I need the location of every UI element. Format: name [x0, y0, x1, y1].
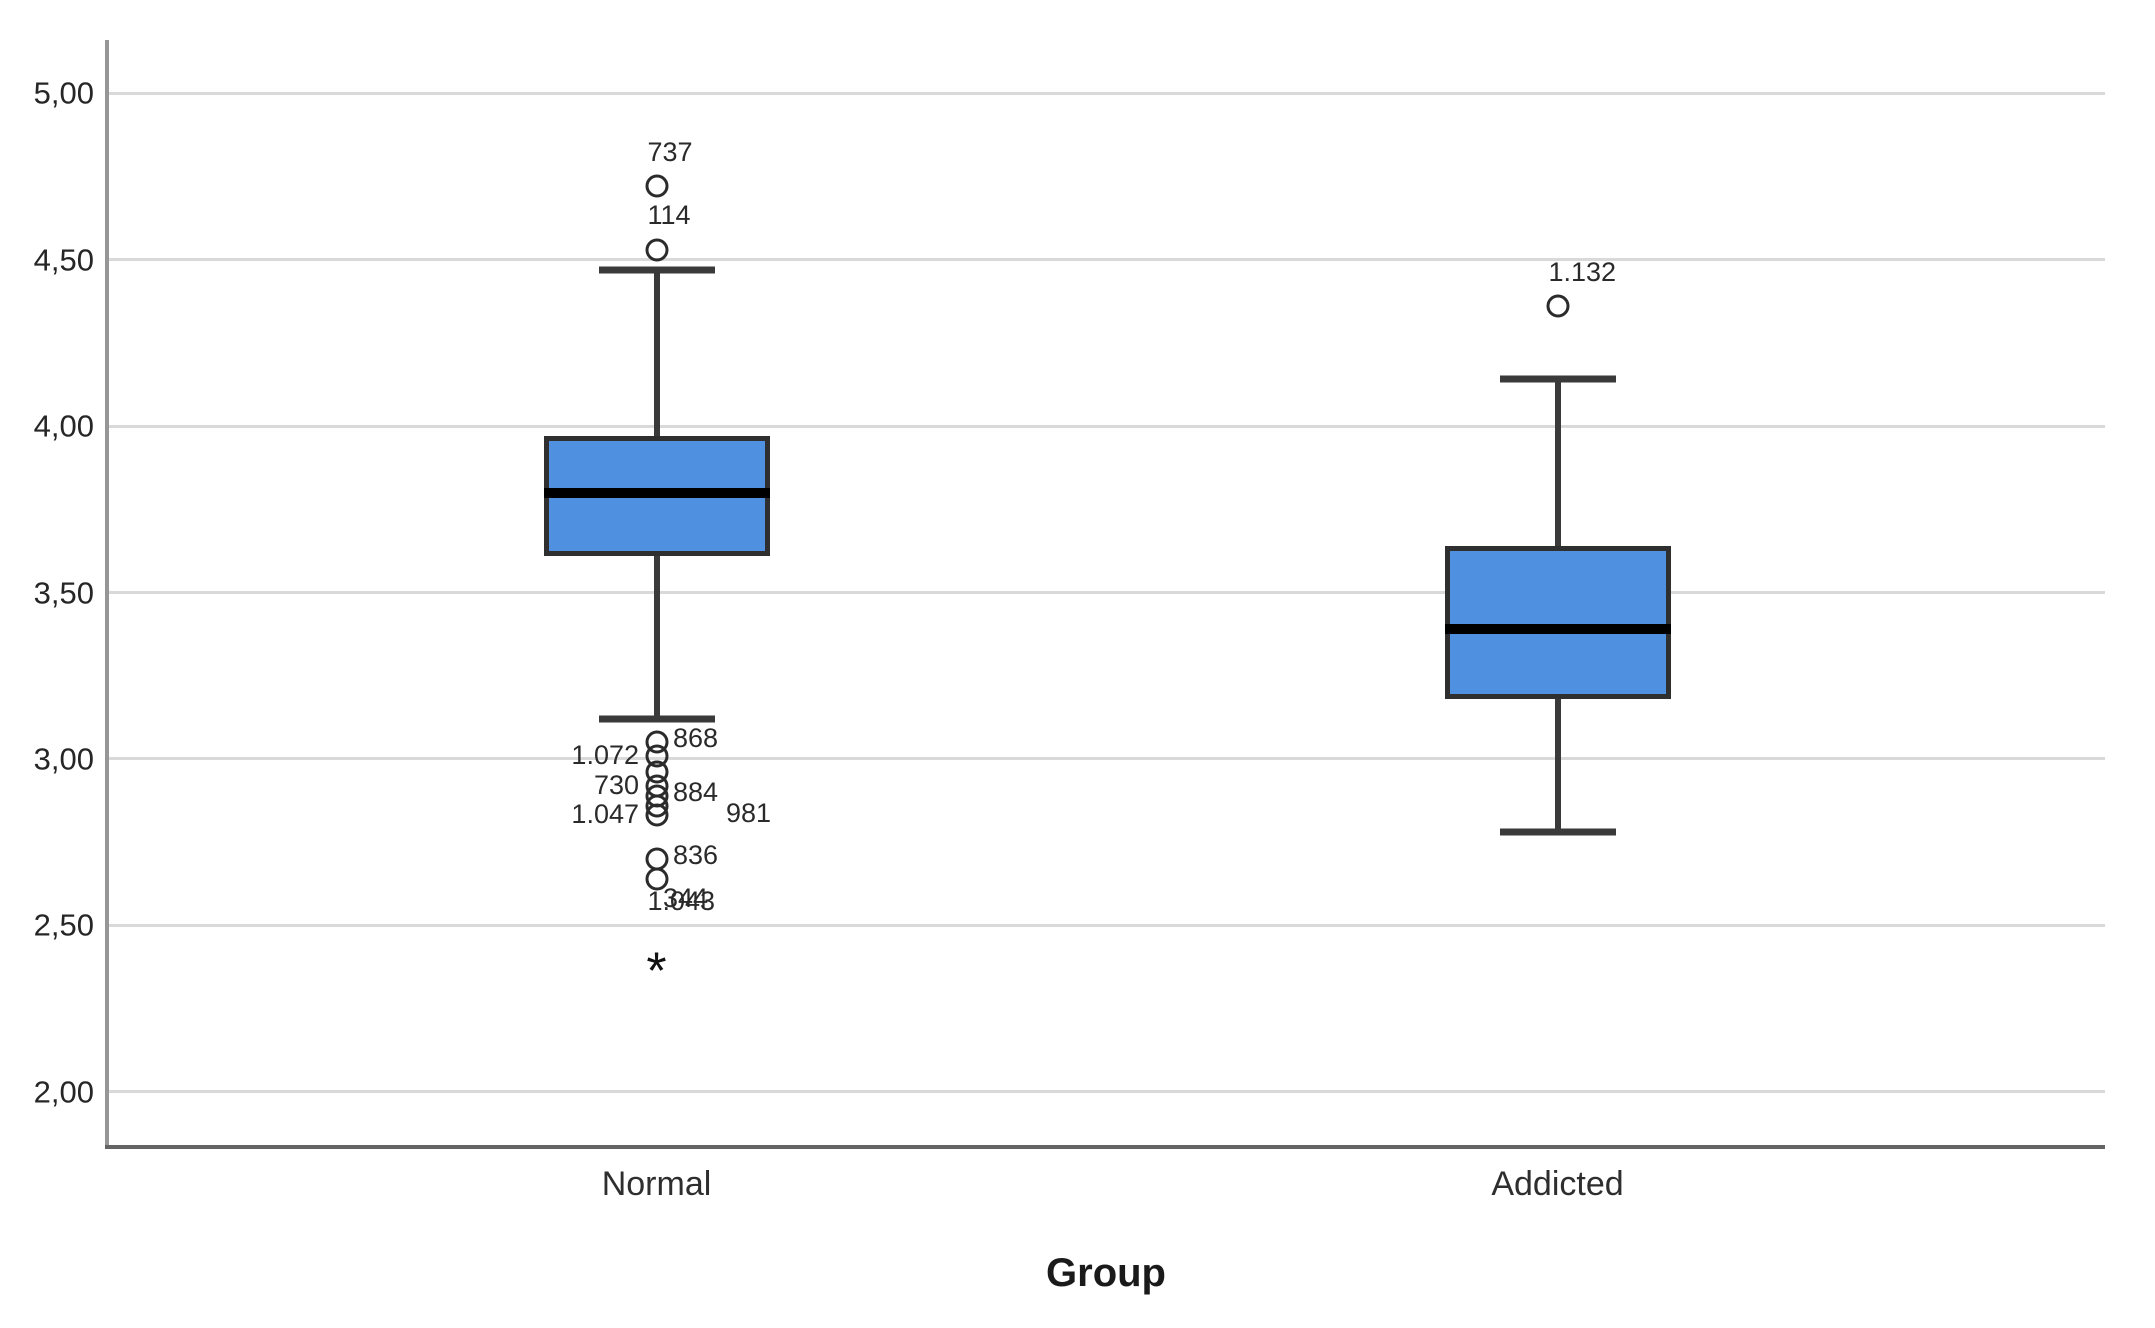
whisker-cap-upper-normal: [598, 266, 715, 274]
y-tick-label: 2,50: [33, 907, 94, 943]
whisker-upper-addicted: [1554, 379, 1561, 546]
whisker-lower-addicted: [1554, 699, 1561, 833]
whisker-cap-upper-addicted: [1499, 375, 1616, 383]
y-tick-label: 5,00: [33, 75, 94, 111]
gridline: [107, 591, 2105, 594]
x-axis-line: [105, 1145, 2105, 1149]
extreme-outlier-point: *: [646, 942, 667, 1001]
outlier-label: 1.047: [571, 799, 639, 830]
y-tick-label: 3,00: [33, 741, 94, 777]
y-tick-label: 2,00: [33, 1074, 94, 1110]
gridline: [107, 923, 2105, 927]
x-tick-label-addicted: Addicted: [1491, 1165, 1624, 1203]
x-tick-label-normal: Normal: [601, 1165, 712, 1203]
y-tick-label: 4,50: [33, 242, 94, 278]
outlier-point: [645, 867, 668, 891]
y-tick-label: 4,00: [33, 408, 94, 444]
outlier-point: [1546, 294, 1569, 318]
outlier-label: 730: [593, 769, 639, 800]
outlier-label: 868: [673, 723, 719, 754]
whisker-cap-lower-addicted: [1499, 828, 1616, 836]
x-axis-title: Group: [1046, 1251, 1166, 1295]
outlier-point: [645, 238, 668, 262]
outlier-label: 1.043: [647, 886, 716, 917]
outlier-label: 1.072: [571, 739, 639, 770]
median-line-normal: [543, 487, 770, 498]
outlier-label: 737: [647, 136, 693, 167]
gridline: [107, 258, 2105, 262]
box-addicted: [1444, 545, 1671, 699]
gridline: [107, 424, 2105, 428]
gridline: [107, 1090, 2105, 1094]
outlier-label: 981: [726, 797, 772, 828]
whisker-lower-normal: [653, 555, 660, 719]
whisker-cap-lower-normal: [598, 715, 715, 723]
outlier-point: [645, 174, 668, 198]
outlier-label: 114: [647, 200, 691, 231]
outlier-label: 884: [673, 776, 719, 807]
outlier-label: 1.132: [1548, 256, 1617, 287]
whisker-upper-normal: [653, 269, 660, 437]
outlier-label: 344: [663, 882, 709, 913]
median-line-addicted: [1444, 624, 1671, 635]
outlier-point: [645, 803, 668, 827]
gridline: [107, 757, 2105, 761]
y-tick-label: 3,50: [33, 575, 94, 610]
y-axis-line: [105, 40, 109, 1145]
outlier-label: 836: [673, 839, 719, 870]
gridline: [107, 91, 2105, 95]
